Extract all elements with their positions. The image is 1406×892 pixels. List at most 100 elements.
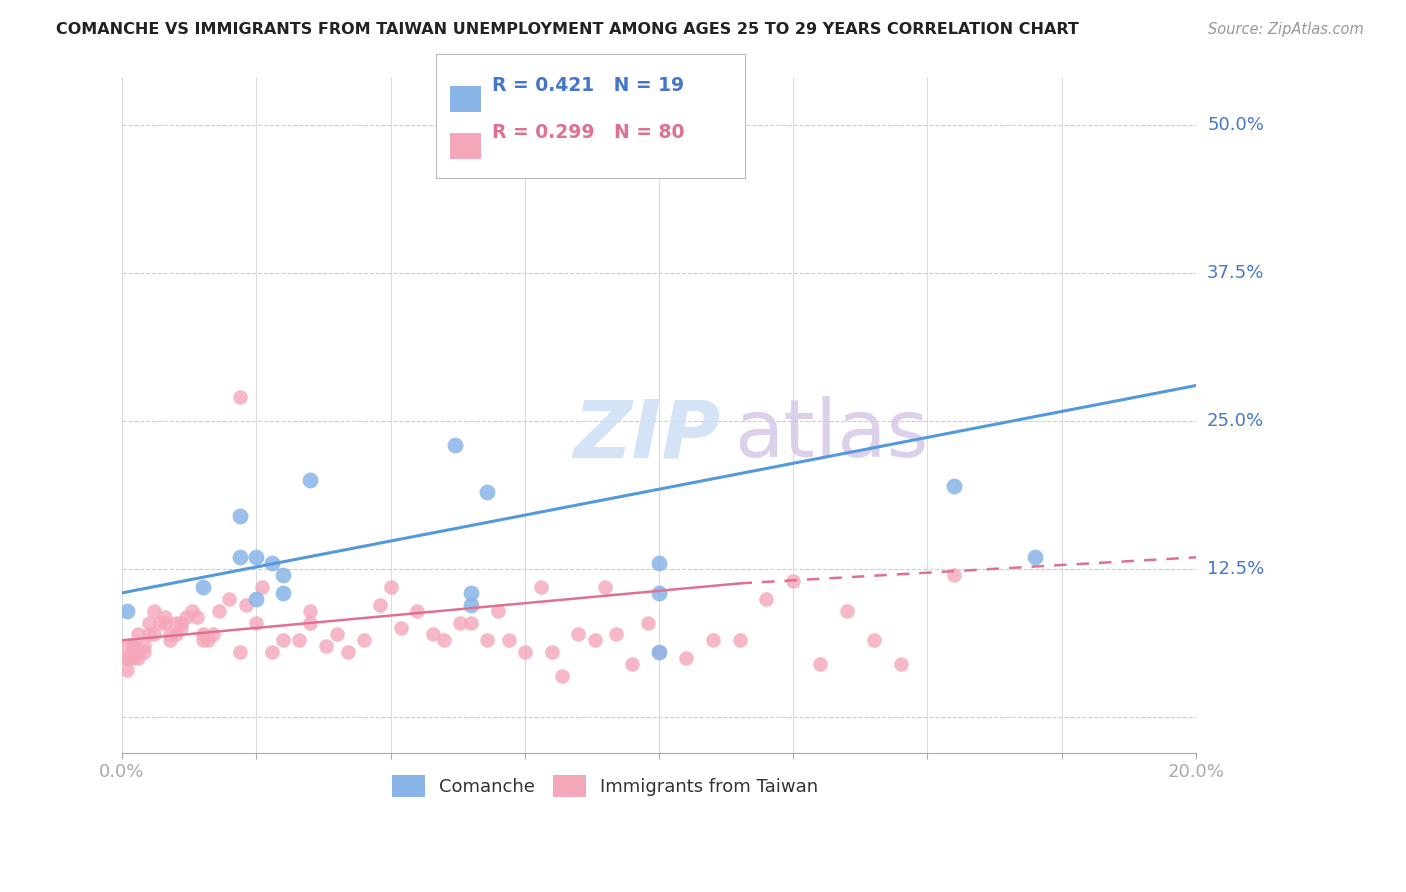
Point	[191, 633, 214, 648]
Point	[567, 627, 589, 641]
Point	[186, 609, 208, 624]
Point	[117, 639, 139, 653]
Point	[605, 627, 627, 641]
Point	[530, 580, 553, 594]
Point	[755, 591, 778, 606]
Point	[176, 609, 198, 624]
Point	[449, 615, 471, 630]
Point	[433, 633, 456, 648]
Point	[202, 627, 225, 641]
Point	[486, 604, 509, 618]
Point	[460, 615, 482, 630]
Point	[127, 627, 149, 641]
Point	[191, 627, 214, 641]
Point	[229, 550, 252, 565]
Text: atlas: atlas	[734, 396, 928, 475]
Point	[208, 604, 231, 618]
Point	[159, 633, 181, 648]
Point	[315, 639, 337, 653]
Point	[406, 604, 429, 618]
Point	[262, 645, 284, 659]
Point	[862, 633, 884, 648]
Point	[621, 657, 644, 671]
Point	[422, 627, 444, 641]
Point	[245, 550, 267, 565]
Legend: Comanche, Immigrants from Taiwan: Comanche, Immigrants from Taiwan	[385, 768, 825, 805]
Point	[648, 645, 671, 659]
Point	[121, 639, 143, 653]
Point	[353, 633, 375, 648]
Point	[728, 633, 751, 648]
Point	[298, 604, 321, 618]
Point	[127, 645, 149, 659]
Point	[380, 580, 402, 594]
Point	[368, 598, 391, 612]
Point	[336, 645, 359, 659]
Point	[702, 633, 724, 648]
Point	[648, 556, 671, 570]
Point	[149, 615, 172, 630]
Point	[229, 645, 252, 659]
Point	[180, 604, 202, 618]
Point	[218, 591, 240, 606]
Point	[159, 627, 181, 641]
Text: 25.0%: 25.0%	[1208, 412, 1264, 430]
Point	[782, 574, 804, 588]
Point	[245, 615, 267, 630]
Point	[138, 627, 160, 641]
Point	[117, 604, 139, 618]
Point	[245, 591, 267, 606]
Point	[540, 645, 562, 659]
Point	[191, 580, 214, 594]
Point	[165, 627, 187, 641]
Text: 37.5%: 37.5%	[1208, 264, 1264, 282]
Point	[444, 438, 467, 452]
Point	[583, 633, 606, 648]
Point	[165, 615, 187, 630]
Point	[197, 633, 219, 648]
Point	[298, 615, 321, 630]
Point	[1024, 550, 1046, 565]
Point	[808, 657, 831, 671]
Text: 12.5%: 12.5%	[1208, 560, 1264, 578]
Point	[513, 645, 536, 659]
Text: 50.0%: 50.0%	[1208, 116, 1264, 134]
Point	[121, 639, 143, 653]
Point	[326, 627, 349, 641]
Point	[143, 604, 166, 618]
Point	[460, 586, 482, 600]
Point	[675, 651, 697, 665]
Point	[389, 622, 412, 636]
Point	[127, 651, 149, 665]
Point	[460, 598, 482, 612]
Point	[121, 651, 143, 665]
Point	[117, 651, 139, 665]
Point	[835, 604, 858, 618]
Point	[477, 485, 499, 500]
Point	[595, 580, 617, 594]
Text: ZIP: ZIP	[574, 396, 720, 475]
Point	[477, 633, 499, 648]
Point	[637, 615, 659, 630]
Point	[298, 473, 321, 487]
Point	[138, 615, 160, 630]
Point	[498, 633, 520, 648]
Text: R = 0.421   N = 19: R = 0.421 N = 19	[492, 76, 685, 95]
Text: Source: ZipAtlas.com: Source: ZipAtlas.com	[1208, 22, 1364, 37]
Point	[143, 627, 166, 641]
Point	[235, 598, 257, 612]
Point	[132, 639, 155, 653]
Point	[117, 651, 139, 665]
Point	[648, 586, 671, 600]
Point	[288, 633, 311, 648]
Point	[271, 633, 294, 648]
Point	[943, 479, 966, 493]
Point	[132, 645, 155, 659]
Point	[229, 390, 252, 404]
Point	[250, 580, 273, 594]
Point	[551, 669, 574, 683]
Point	[153, 609, 176, 624]
Point	[229, 508, 252, 523]
Point	[170, 615, 193, 630]
Point	[262, 556, 284, 570]
